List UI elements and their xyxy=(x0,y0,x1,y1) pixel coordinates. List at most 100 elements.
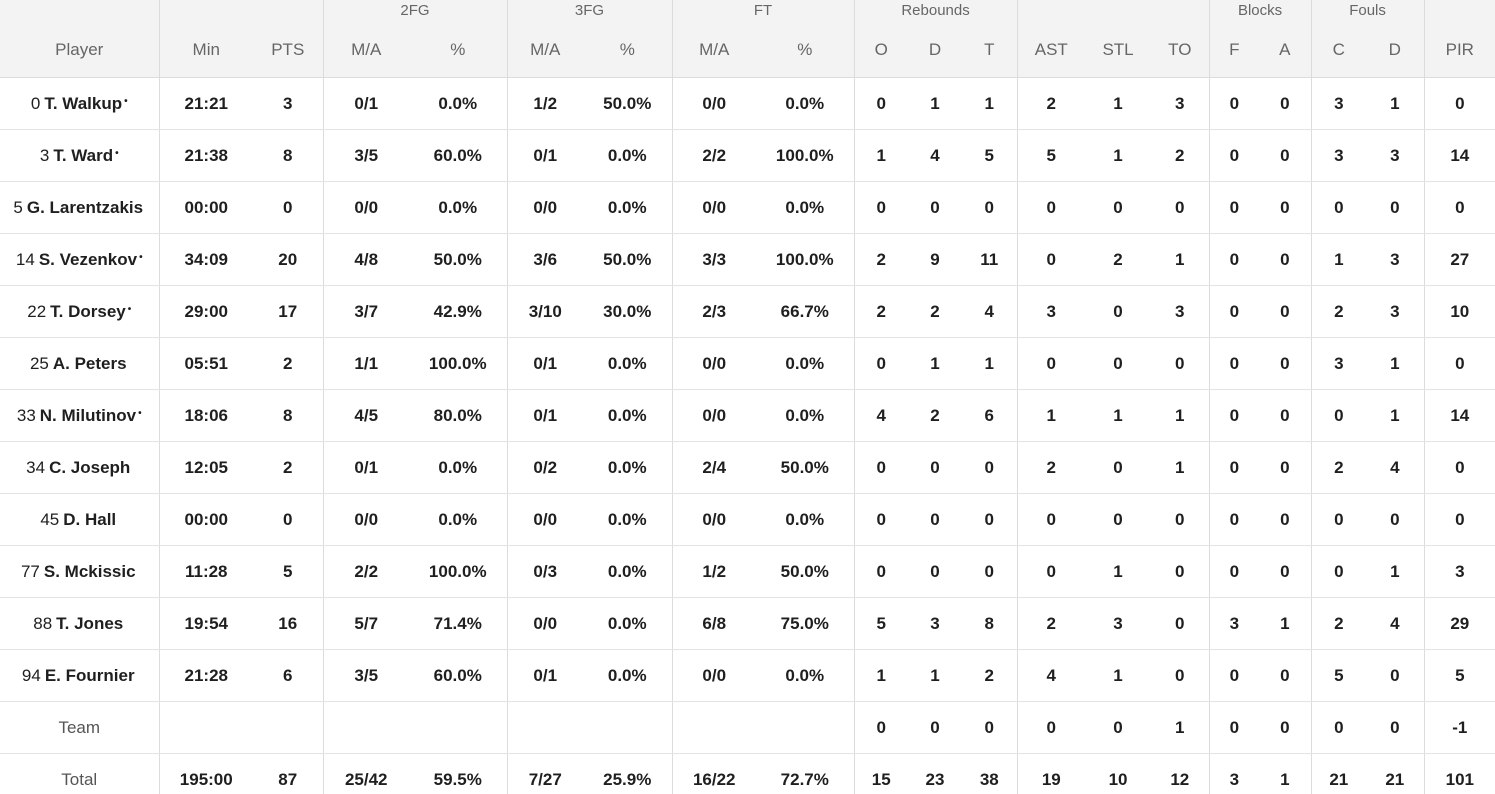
player-name[interactable]: C. Joseph xyxy=(49,457,131,477)
cell-2fg-pct xyxy=(409,701,508,754)
col-blk-a[interactable]: A xyxy=(1259,23,1312,78)
player-name[interactable]: T. Dorsey xyxy=(50,301,126,321)
cell-foul-c: 2 xyxy=(1311,441,1367,494)
cell-pts: 8 xyxy=(253,129,324,182)
player-cell[interactable]: 45 D. Hall xyxy=(0,493,160,546)
cell-pts: 17 xyxy=(253,285,324,338)
player-cell[interactable]: 0 T. Walkup • xyxy=(0,77,160,130)
cell-ft-pct: 50.0% xyxy=(756,545,855,598)
col-ft-ma[interactable]: M/A xyxy=(672,23,756,78)
cell-stl: 0 xyxy=(1085,285,1152,338)
col-reb-d[interactable]: D xyxy=(908,23,963,78)
col-min[interactable]: Min xyxy=(159,23,253,78)
cell-reb-d: 0 xyxy=(908,545,963,598)
player-cell[interactable]: 34 C. Joseph xyxy=(0,441,160,494)
cell-reb-o: 0 xyxy=(854,493,909,546)
col-3fg-ma[interactable]: M/A xyxy=(507,23,583,78)
col-2fg-ma[interactable]: M/A xyxy=(323,23,409,78)
cell-pir: 0 xyxy=(1424,77,1495,130)
col-to[interactable]: TO xyxy=(1151,23,1210,78)
cell-stl: 0 xyxy=(1085,493,1152,546)
cell-2fg-ma: 4/5 xyxy=(323,389,409,442)
player-number: 22 xyxy=(27,301,47,321)
player-cell[interactable]: 33 N. Milutinov • xyxy=(0,389,160,442)
col-foul-c[interactable]: C xyxy=(1311,23,1367,78)
cell-stl: 1 xyxy=(1085,649,1152,702)
col-2fg-pct[interactable]: % xyxy=(409,23,508,78)
col-pir[interactable]: PIR xyxy=(1424,23,1495,78)
col-reb-o[interactable]: O xyxy=(854,23,909,78)
player-name[interactable]: T. Walkup xyxy=(44,93,123,113)
player-cell[interactable]: 14 S. Vezenkov • xyxy=(0,233,160,286)
cell-blk-a: 0 xyxy=(1259,285,1312,338)
cell-reb-d: 0 xyxy=(908,441,963,494)
player-name[interactable]: T. Jones xyxy=(56,613,124,633)
cell-reb-d: 9 xyxy=(908,233,963,286)
player-cell[interactable]: 94 E. Fournier xyxy=(0,649,160,702)
cell-3fg-pct: 0.0% xyxy=(583,441,673,494)
col-player[interactable]: Player xyxy=(0,23,160,78)
group-ft: FT xyxy=(672,0,855,23)
col-pts[interactable]: PTS xyxy=(253,23,324,78)
team-label: Team xyxy=(0,701,160,754)
cell-pir: 14 xyxy=(1424,129,1495,182)
cell-blk-a: 0 xyxy=(1259,337,1312,390)
cell-pts: 16 xyxy=(253,597,324,650)
player-cell[interactable]: 88 T. Jones xyxy=(0,597,160,650)
cell-reb-t: 1 xyxy=(962,337,1018,390)
player-cell[interactable]: 5 G. Larentzakis xyxy=(0,181,160,234)
col-stl[interactable]: STL xyxy=(1085,23,1152,78)
player-number: 77 xyxy=(20,561,40,581)
cell-ast: 2 xyxy=(1017,441,1086,494)
group-empty-player xyxy=(0,0,160,23)
table-row: 45 D. Hall 00:00 0 0/0 0.0% 0/0 0.0% 0/0 0.0% 0 0 0 0… xyxy=(0,493,1495,546)
player-name[interactable]: S. Mckissic xyxy=(43,561,136,581)
player-cell[interactable]: 22 T. Dorsey • xyxy=(0,285,160,338)
cell-foul-d: 3 xyxy=(1366,233,1425,286)
col-ft-pct[interactable]: % xyxy=(756,23,855,78)
cell-reb-o: 0 xyxy=(854,337,909,390)
col-reb-t[interactable]: T xyxy=(962,23,1018,78)
cell-min: 195:00 xyxy=(159,753,253,794)
cell-ast: 19 xyxy=(1017,753,1086,794)
player-number: 3 xyxy=(39,145,50,165)
cell-3fg-ma: 0/2 xyxy=(507,441,583,494)
cell-foul-c: 2 xyxy=(1311,597,1367,650)
cell-min: 21:28 xyxy=(159,649,253,702)
player-name[interactable]: S. Vezenkov xyxy=(38,249,138,269)
cell-3fg-pct: 25.9% xyxy=(583,753,673,794)
cell-foul-d: 0 xyxy=(1366,493,1425,546)
cell-ft-ma: 0/0 xyxy=(672,389,756,442)
cell-ft-pct: 0.0% xyxy=(756,389,855,442)
cell-stl: 1 xyxy=(1085,389,1152,442)
table-header: 2FG 3FG FT Rebounds Blocks Fouls Player … xyxy=(0,0,1495,78)
player-name[interactable]: E. Fournier xyxy=(44,665,135,685)
player-cell[interactable]: 77 S. Mckissic xyxy=(0,545,160,598)
player-name[interactable]: D. Hall xyxy=(63,509,117,529)
cell-ft-ma: 0/0 xyxy=(672,181,756,234)
col-3fg-pct[interactable]: % xyxy=(583,23,673,78)
cell-3fg-pct: 0.0% xyxy=(583,337,673,390)
col-foul-d[interactable]: D xyxy=(1366,23,1425,78)
table-row: 33 N. Milutinov • 18:06 8 4/5 80.0% 0/1 0.0% 0/0 0… xyxy=(0,389,1495,442)
player-name[interactable]: N. Milutinov xyxy=(39,405,137,425)
col-blk-f[interactable]: F xyxy=(1209,23,1260,78)
cell-reb-o: 5 xyxy=(854,597,909,650)
player-cell[interactable]: 25 A. Peters xyxy=(0,337,160,390)
cell-reb-o: 0 xyxy=(854,77,909,130)
player-cell[interactable]: 3 T. Ward • xyxy=(0,129,160,182)
player-name[interactable]: T. Ward xyxy=(53,145,114,165)
cell-2fg-ma: 3/7 xyxy=(323,285,409,338)
cell-reb-d: 0 xyxy=(908,493,963,546)
col-ast[interactable]: AST xyxy=(1017,23,1086,78)
starter-marker: • xyxy=(139,251,143,263)
player-number: 34 xyxy=(26,457,46,477)
player-name[interactable]: G. Larentzakis xyxy=(26,197,144,217)
cell-2fg-ma xyxy=(323,701,409,754)
player-name[interactable]: A. Peters xyxy=(52,353,127,373)
cell-ft-pct: 75.0% xyxy=(756,597,855,650)
cell-2fg-pct: 50.0% xyxy=(409,233,508,286)
team-row: Team 0 0 0 0 0 1 0 0 0 0 -1 xyxy=(0,701,1495,754)
player-number: 0 xyxy=(30,93,41,113)
cell-reb-d: 0 xyxy=(908,701,963,754)
